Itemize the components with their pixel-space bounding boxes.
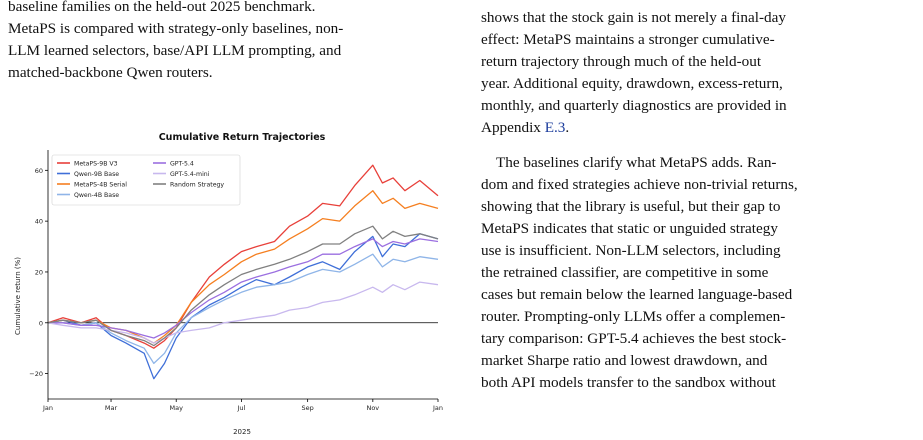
right-text-line: Appendix E.3. <box>481 119 569 137</box>
x-axis-label: 2025 <box>233 428 251 436</box>
right-text-line: The baselines clarify what MetaPS adds. … <box>496 154 777 171</box>
legend-label: GPT-5.4 <box>170 160 194 167</box>
right-text-line: tary comparison: GPT-5.4 achieves the be… <box>481 330 787 347</box>
x-tick-label: Nov <box>366 404 379 412</box>
right-text-line: router. Prompting-only LLMs offer a comp… <box>481 308 786 325</box>
right-text-line: showing that the library is useful, but … <box>481 198 781 215</box>
appendix-suffix: . <box>565 119 570 136</box>
x-tick-label: Sep <box>302 404 314 412</box>
legend-label: MetaPS-9B V3 <box>74 160 118 167</box>
series-layer <box>47 164 439 380</box>
legend-label: MetaPS-4B Serial <box>74 181 127 188</box>
legend-label: Qwen-4B Base <box>74 192 119 199</box>
right-text-line: shows that the stock gain is not merely … <box>481 9 786 26</box>
y-tick-label: 60 <box>35 167 43 175</box>
chart-title: Cumulative Return Trajectories <box>159 132 326 143</box>
right-text-line: return trajectory through much of the he… <box>481 53 762 70</box>
legend-label: Random Strategy <box>170 181 224 188</box>
appendix-prefix: Appendix <box>481 119 545 136</box>
y-tick-label: −20 <box>29 370 43 378</box>
right-text-line: both API models transfer to the sandbox … <box>481 374 776 391</box>
x-tick-label: May <box>169 404 183 412</box>
right-text-line: the retrained classifier, are competitiv… <box>481 264 769 281</box>
left-text-line: baseline families on the held-out 2025 b… <box>8 0 316 15</box>
y-tick-label: 20 <box>35 268 43 276</box>
right-text-line: effect: MetaPS maintains a stronger cumu… <box>481 31 775 48</box>
x-tick-label: Jan <box>42 404 53 412</box>
y-tick-label: 40 <box>35 218 43 226</box>
x-tick-label: Jan <box>432 404 443 412</box>
left-text-line: MetaPS is compared with strategy-only ba… <box>8 20 344 37</box>
y-axis-label: Cumulative return (%) <box>14 257 22 335</box>
legend-box <box>51 154 241 206</box>
series-line-qwen-4b-base <box>48 253 439 365</box>
legend-label: Qwen-9B Base <box>74 171 119 178</box>
left-text-line: matched-backbone Qwen routers. <box>8 64 213 81</box>
x-tick-label: Mar <box>105 404 118 412</box>
x-tick-label: Jul <box>236 404 245 412</box>
series-line-gpt-5-4-mini <box>47 281 439 344</box>
series-line-qwen-9b-base <box>47 233 439 380</box>
left-text-line: LLM learned selectors, base/API LLM prom… <box>8 42 342 59</box>
series-line-gpt-5-4 <box>48 238 439 339</box>
appendix-link[interactable]: E.3 <box>544 119 566 136</box>
y-tick-label: 0 <box>39 319 43 327</box>
right-text-line: monthly, and quarterly diagnostics are p… <box>481 97 787 114</box>
legend-label: GPT-5.4-mini <box>170 171 210 178</box>
axes-layer: −20 0 20 40 60 Jan Mar May Jul Sep Nov Jan <box>29 150 443 412</box>
right-text-line: use is insufficient. Non-LLM selectors, … <box>481 242 781 259</box>
chart-legend: MetaPS-9B V3 Qwen-9B Base MetaPS-4B Serial… <box>51 154 241 206</box>
right-text-line: market Sharpe ratio and lowest drawdown,… <box>481 352 768 369</box>
cumulative-return-chart: Cumulative Return Trajectories Cumulativ… <box>14 132 443 436</box>
right-text-line: year. Additional equity, drawdown, exces… <box>481 75 783 92</box>
right-text-line: MetaPS indicates that static or unguided… <box>481 220 778 237</box>
series-line-random-strategy <box>47 225 439 347</box>
right-text-line: cases but remain below the learned langu… <box>481 286 793 303</box>
right-text-line: dom and fixed strategies achieve non-tri… <box>481 176 798 193</box>
